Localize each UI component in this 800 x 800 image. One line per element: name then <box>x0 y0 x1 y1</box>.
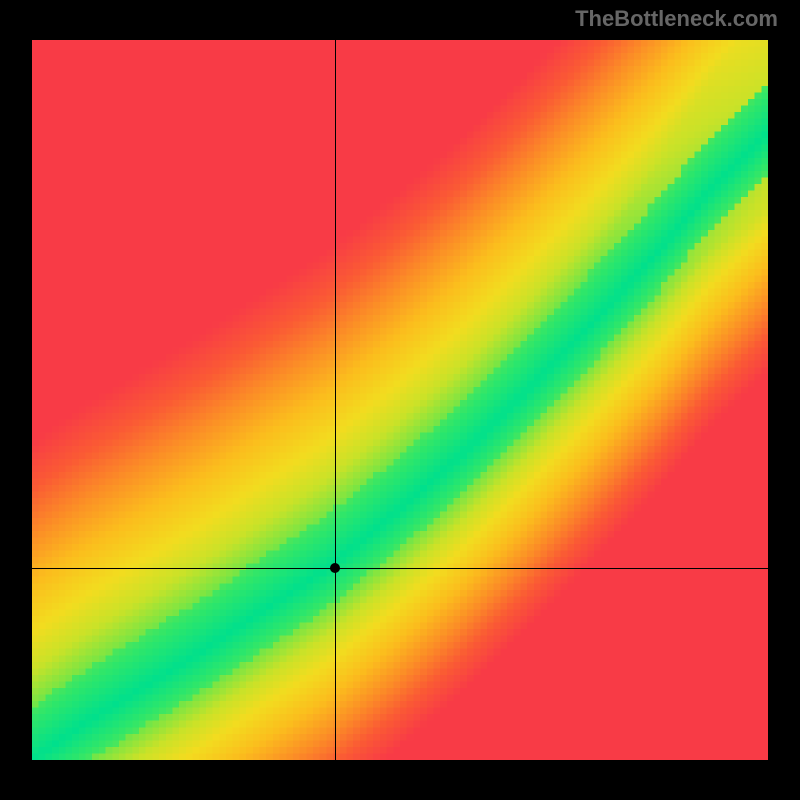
heatmap-canvas <box>32 40 768 760</box>
watermark-text: TheBottleneck.com <box>575 6 778 32</box>
heatmap-plot <box>32 40 768 760</box>
crosshair-vertical <box>335 40 336 760</box>
focus-marker <box>330 563 340 573</box>
crosshair-horizontal <box>32 568 768 569</box>
